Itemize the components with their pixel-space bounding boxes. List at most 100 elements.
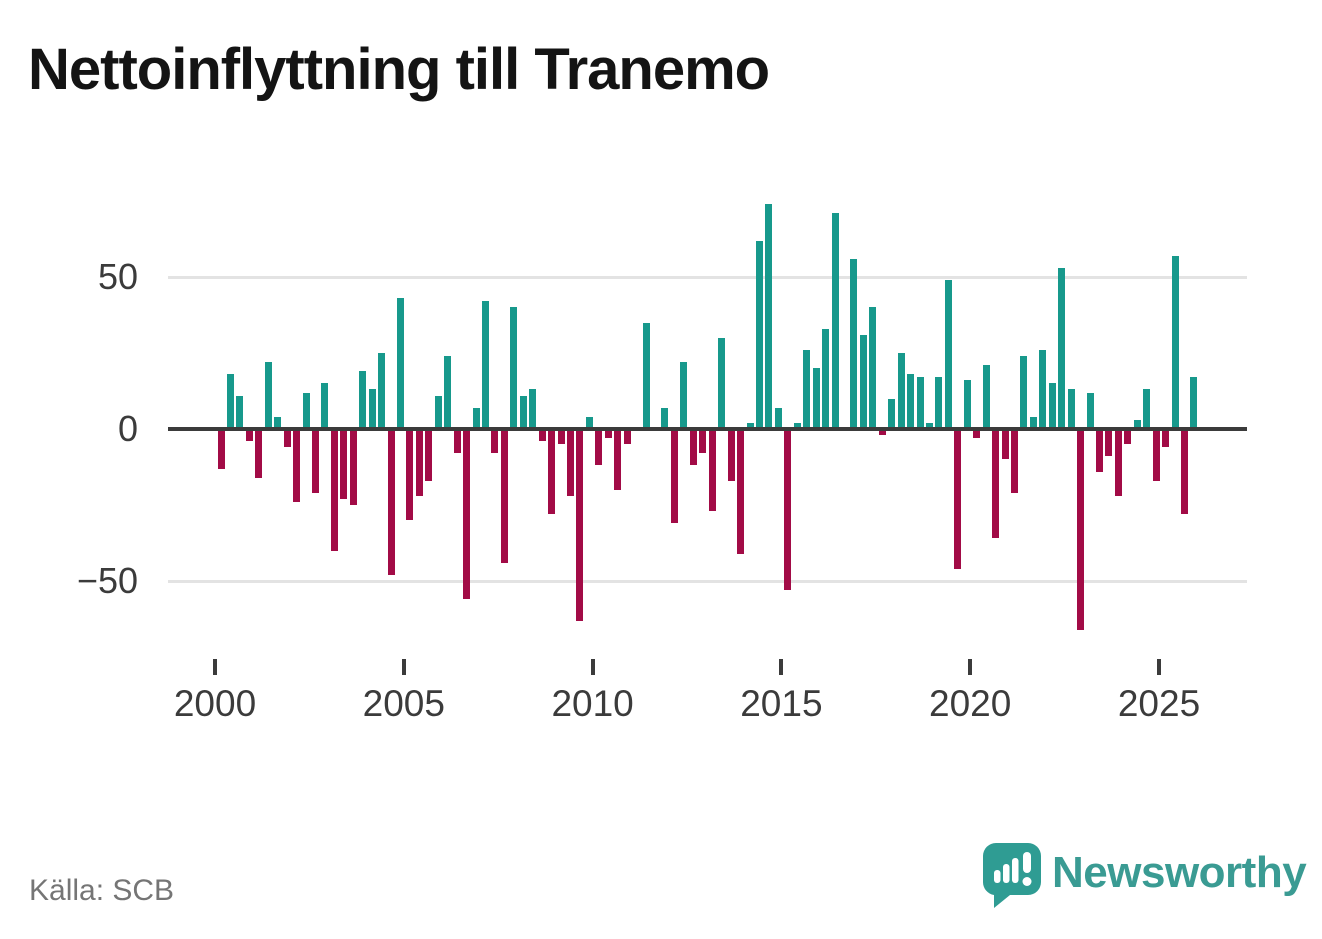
chart-bar (963, 380, 971, 429)
chart-bar (1020, 356, 1028, 429)
chart-bar (1105, 429, 1113, 457)
x-tick-label: 2020 (929, 683, 1012, 724)
x-tick-label: 2025 (1117, 683, 1201, 724)
chart-bar (236, 395, 244, 429)
chart-bar (1077, 429, 1085, 630)
x-tick-mark (968, 659, 973, 675)
chart-bar (567, 429, 575, 496)
zero-axis-line (168, 427, 1247, 431)
chart-bar (774, 407, 782, 429)
chart-bar (850, 258, 858, 429)
chart-bar (680, 362, 688, 429)
chart-bar (359, 371, 367, 429)
chart-bar (434, 395, 442, 429)
chart-bar (954, 429, 962, 569)
chart-bar (406, 429, 414, 521)
gridline-minus50 (168, 580, 1247, 583)
chart-bar (595, 429, 603, 466)
chart-bar (217, 429, 225, 469)
x-tick-mark (1157, 659, 1161, 675)
chart-bar (1039, 349, 1047, 429)
chart-bar (245, 429, 253, 442)
chart-bar (925, 422, 933, 429)
chart-bar (708, 429, 716, 512)
chart-bar (1171, 255, 1179, 429)
chart-bar (500, 429, 508, 563)
chart-bar (529, 389, 537, 429)
chart-bar (425, 429, 433, 481)
chart-bar (859, 334, 867, 429)
chart-bar (614, 429, 622, 490)
chart-bar (444, 356, 452, 429)
chart-bar (378, 353, 386, 429)
chart-bar (585, 416, 593, 429)
chart-bar (576, 429, 584, 621)
chart-bar (482, 301, 489, 429)
chart-bar (415, 429, 423, 496)
chart-bar (746, 422, 754, 429)
chart-bar (1001, 429, 1009, 460)
chart-bar (1067, 389, 1075, 429)
chart-bar (727, 429, 735, 481)
chart-bar (699, 429, 707, 454)
chart-bar (1086, 392, 1094, 429)
chart-bar (897, 353, 905, 429)
chart-bar (623, 429, 631, 445)
chart-bar (1162, 429, 1170, 448)
chart-bar (869, 307, 877, 429)
chart-bar (1011, 429, 1018, 493)
x-tick-label: 2015 (740, 683, 823, 724)
chart-bar (935, 377, 943, 429)
y-tick-label-50: 50 (97, 256, 138, 297)
y-tick-label-0: 0 (117, 408, 138, 449)
newsworthy-logo: Newsworthy (982, 842, 1307, 908)
chart-bar (793, 422, 801, 429)
chart-bar (283, 429, 291, 448)
chart-bar (916, 377, 924, 429)
chart-bar (396, 298, 404, 429)
chart-bar (264, 362, 272, 429)
chart-bar (557, 429, 565, 445)
chart-bar (888, 398, 896, 429)
x-tick-mark (401, 659, 406, 675)
chart-bar (1114, 429, 1122, 496)
chart-bar (463, 429, 471, 600)
chart-bar (453, 429, 461, 454)
page-title: Nettoinflyttning till Tranemo (28, 37, 770, 102)
chart-bar (293, 429, 301, 502)
x-tick-label: 2000 (173, 683, 257, 724)
chart-bar (831, 213, 839, 429)
chart-bar (812, 368, 820, 429)
chart-bar (784, 429, 792, 591)
chart-bar (510, 307, 518, 429)
x-tick-mark (590, 659, 595, 675)
chart-bar (755, 240, 763, 429)
chart-bar (982, 365, 990, 429)
chart-bar (973, 429, 981, 439)
chart-bar (1181, 429, 1189, 515)
x-tick-mark (213, 659, 217, 675)
chart-bar (642, 322, 650, 429)
chart-bar (1124, 429, 1132, 445)
gridline-plus50 (168, 276, 1247, 279)
chart-bar (321, 383, 329, 429)
chart-bar (670, 429, 678, 524)
newsworthy-logo-text: Newsworthy (1052, 848, 1307, 897)
chart-bar (302, 392, 310, 429)
chart-bar (1143, 389, 1151, 429)
chart-bar (538, 429, 546, 442)
chart-bar (944, 280, 952, 429)
chart-bar (765, 204, 773, 429)
chart-bar (604, 429, 612, 439)
chart-bar (661, 407, 669, 429)
chart-bar (491, 429, 499, 454)
chart-bar (1048, 383, 1056, 429)
chart-bar (472, 407, 480, 429)
source-caption: Källa: SCB (29, 874, 175, 907)
chart-bar (992, 429, 1000, 539)
chart-bar (689, 429, 697, 466)
chart-bar (255, 429, 263, 478)
chart-bar (274, 416, 282, 429)
newsworthy-logo-icon (982, 843, 1041, 908)
